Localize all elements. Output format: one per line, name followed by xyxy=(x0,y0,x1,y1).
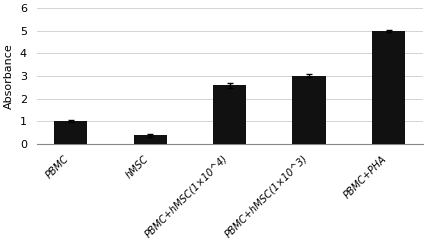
Bar xyxy=(292,75,325,144)
Y-axis label: Absorbance: Absorbance xyxy=(4,43,14,109)
Bar xyxy=(54,121,87,144)
Bar xyxy=(371,31,404,144)
Bar xyxy=(133,135,167,144)
Bar xyxy=(213,85,246,144)
